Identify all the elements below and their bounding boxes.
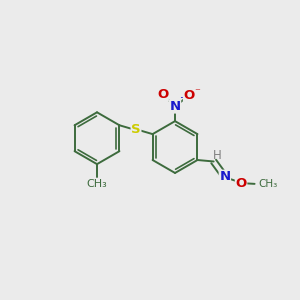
Text: O: O <box>236 177 247 190</box>
Text: O: O <box>157 88 168 100</box>
Text: CH₃: CH₃ <box>259 179 278 189</box>
Text: N: N <box>219 170 230 183</box>
Text: S: S <box>131 123 141 136</box>
Text: H: H <box>213 148 222 161</box>
Text: ⁻: ⁻ <box>194 87 200 97</box>
Text: N: N <box>169 100 181 113</box>
Text: CH₃: CH₃ <box>87 179 107 189</box>
Text: O: O <box>184 89 195 102</box>
Text: +: + <box>179 93 187 103</box>
